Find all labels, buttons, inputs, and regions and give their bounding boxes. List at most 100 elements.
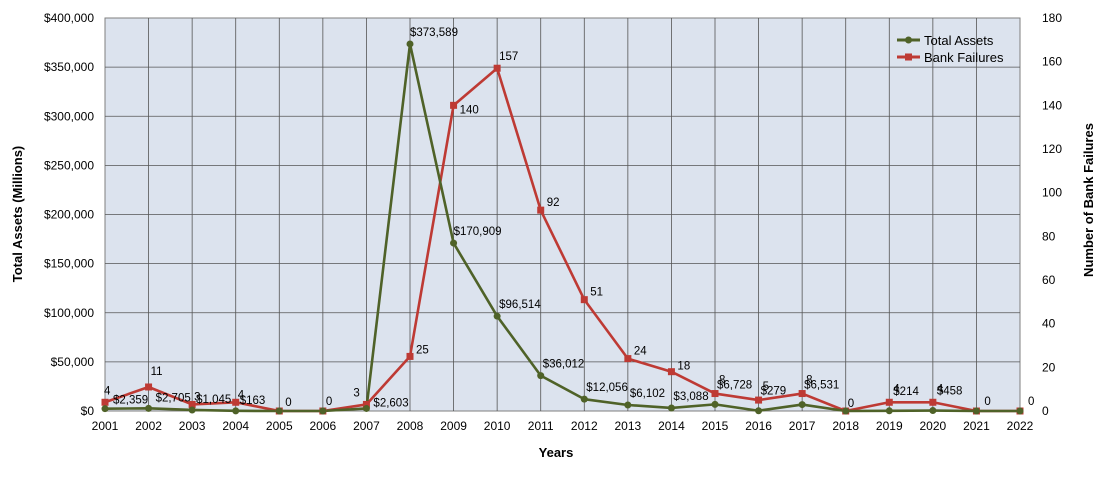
x-tick-label: 2009 xyxy=(440,419,467,433)
x-tick-label: 2019 xyxy=(876,419,903,433)
y-right-tick-label: 40 xyxy=(1042,317,1056,331)
total-assets-point xyxy=(667,404,675,412)
x-tick-label: 2004 xyxy=(222,419,249,433)
total-assets-data-label: $170,909 xyxy=(454,226,502,238)
y-right-tick-label: 180 xyxy=(1042,11,1062,25)
total-assets-point xyxy=(450,239,458,247)
total-assets-point xyxy=(537,372,545,380)
bank-failures-data-label: 157 xyxy=(499,51,518,63)
total-assets-data-label: $373,589 xyxy=(410,27,458,39)
bank-failures-point xyxy=(929,398,937,406)
total-assets-point xyxy=(319,407,327,415)
x-tick-label: 2018 xyxy=(832,419,859,433)
total-assets-point xyxy=(711,400,719,408)
total-assets-point xyxy=(842,407,850,415)
x-tick-label: 2006 xyxy=(310,419,337,433)
y-left-tick-label: $200,000 xyxy=(44,208,94,222)
bank-failures-point xyxy=(755,396,763,404)
total-assets-data-label: $2,603 xyxy=(373,397,408,409)
total-assets-point xyxy=(493,312,501,320)
y-axis-right-title: Number of Bank Failures xyxy=(1081,123,1096,277)
bank-failures-data-label: 0 xyxy=(984,396,990,408)
y-right-tick-label: 140 xyxy=(1042,98,1062,112)
y-left-tick-label: $300,000 xyxy=(44,109,94,123)
total-assets-point xyxy=(406,40,414,48)
total-assets-point xyxy=(232,407,240,415)
y-left-tick-label: $250,000 xyxy=(44,158,94,172)
x-tick-label: 2003 xyxy=(179,419,206,433)
bank-failures-data-label: 25 xyxy=(416,344,429,356)
bank-failures-data-label: 4 xyxy=(238,389,245,401)
bank-failures-data-label: 24 xyxy=(634,346,647,358)
y-axis-left-title: Total Assets (Millions) xyxy=(10,146,25,283)
data-labels: 4 11 3 4 0 0 3 25 140 157 92 51 24 18 8 5 8 0 4 4 0 0 $2,359 $2… xyxy=(104,27,1034,410)
y-left-tick-label: $350,000 xyxy=(44,60,94,74)
series-line-bank-failures xyxy=(104,66,1020,413)
bank-failures-point xyxy=(624,355,632,363)
series-line-total-assets xyxy=(104,42,1020,413)
bank-failures-data-label: 0 xyxy=(285,397,291,409)
y-right-tick-label: 80 xyxy=(1042,229,1056,243)
bank-failures-data-label: 140 xyxy=(460,104,479,116)
x-tick-label: 2010 xyxy=(484,419,511,433)
bank-failures-data-label: 4 xyxy=(937,383,944,395)
bank-failures-point xyxy=(580,296,588,304)
total-assets-data-label: $6,728 xyxy=(717,379,752,391)
y-left-tick-label: $150,000 xyxy=(44,257,94,271)
y-right-tick-label: 0 xyxy=(1042,404,1049,418)
y-left-tick-label: $0 xyxy=(81,404,95,418)
bank-failures-point xyxy=(101,398,109,406)
total-assets-data-label: $163 xyxy=(240,395,266,407)
x-tick-label: 2001 xyxy=(92,419,119,433)
legend-marker-bank-failures xyxy=(905,53,912,61)
x-tick-label: 2013 xyxy=(615,419,642,433)
bank-failures-data-label: 8 xyxy=(806,375,812,387)
x-tick-label: 2016 xyxy=(745,419,772,433)
legend-label-bank-failures: Bank Failures xyxy=(924,50,1004,65)
total-assets-data-label: $214 xyxy=(893,386,919,398)
x-tick-label: 2022 xyxy=(1007,419,1034,433)
bank-failures-point xyxy=(537,206,545,214)
total-assets-point xyxy=(972,407,980,415)
total-assets-data-label: $6,102 xyxy=(630,388,665,400)
total-assets-point xyxy=(275,407,283,415)
y-left-tick-label: $400,000 xyxy=(44,11,94,25)
bank-failures-data-label: 51 xyxy=(590,287,603,299)
bank-failures-data-label: 3 xyxy=(194,391,200,403)
y-left-tick-label: $100,000 xyxy=(44,306,94,320)
bank-failures-data-label: 0 xyxy=(1028,396,1034,408)
total-assets-data-label: $2,705 xyxy=(156,392,191,404)
legend: Total Assets Bank Failures xyxy=(897,33,1004,65)
total-assets-data-label: $2,359 xyxy=(113,395,148,407)
bank-failures-point xyxy=(188,400,196,408)
total-assets-data-label: $12,056 xyxy=(586,382,628,394)
x-tick-label: 2005 xyxy=(266,419,293,433)
bank-failures-point xyxy=(798,390,806,398)
total-assets-point xyxy=(188,406,196,414)
y-right-tick-label: 60 xyxy=(1042,273,1056,287)
bank-failures-data-label: 8 xyxy=(719,375,725,387)
total-assets-point xyxy=(929,407,937,415)
total-assets-data-label: $279 xyxy=(761,386,787,398)
x-tick-label: 2008 xyxy=(397,419,424,433)
bank-failures-point xyxy=(711,390,719,398)
bank-failures-point xyxy=(885,398,893,406)
series-markers xyxy=(101,40,1024,415)
legend-label-total-assets: Total Assets xyxy=(924,33,994,48)
x-axis-title: Years xyxy=(539,445,574,460)
x-tick-label: 2021 xyxy=(963,419,990,433)
y-right-tick-label: 100 xyxy=(1042,186,1062,200)
x-tick-label: 2011 xyxy=(528,419,554,433)
bank-failures-point xyxy=(406,352,414,360)
grid xyxy=(105,18,1020,411)
bank-failures-data-label: 4 xyxy=(104,385,111,397)
bank-failures-point xyxy=(362,400,370,408)
bank-failures-data-label: 11 xyxy=(151,366,163,378)
bank-failures-data-label: 18 xyxy=(677,361,690,373)
x-tick-label: 2007 xyxy=(353,419,380,433)
x-tick-label: 2012 xyxy=(571,419,598,433)
bank-failures-data-label: 4 xyxy=(893,383,900,395)
y-right-tick-label: 120 xyxy=(1042,142,1062,156)
